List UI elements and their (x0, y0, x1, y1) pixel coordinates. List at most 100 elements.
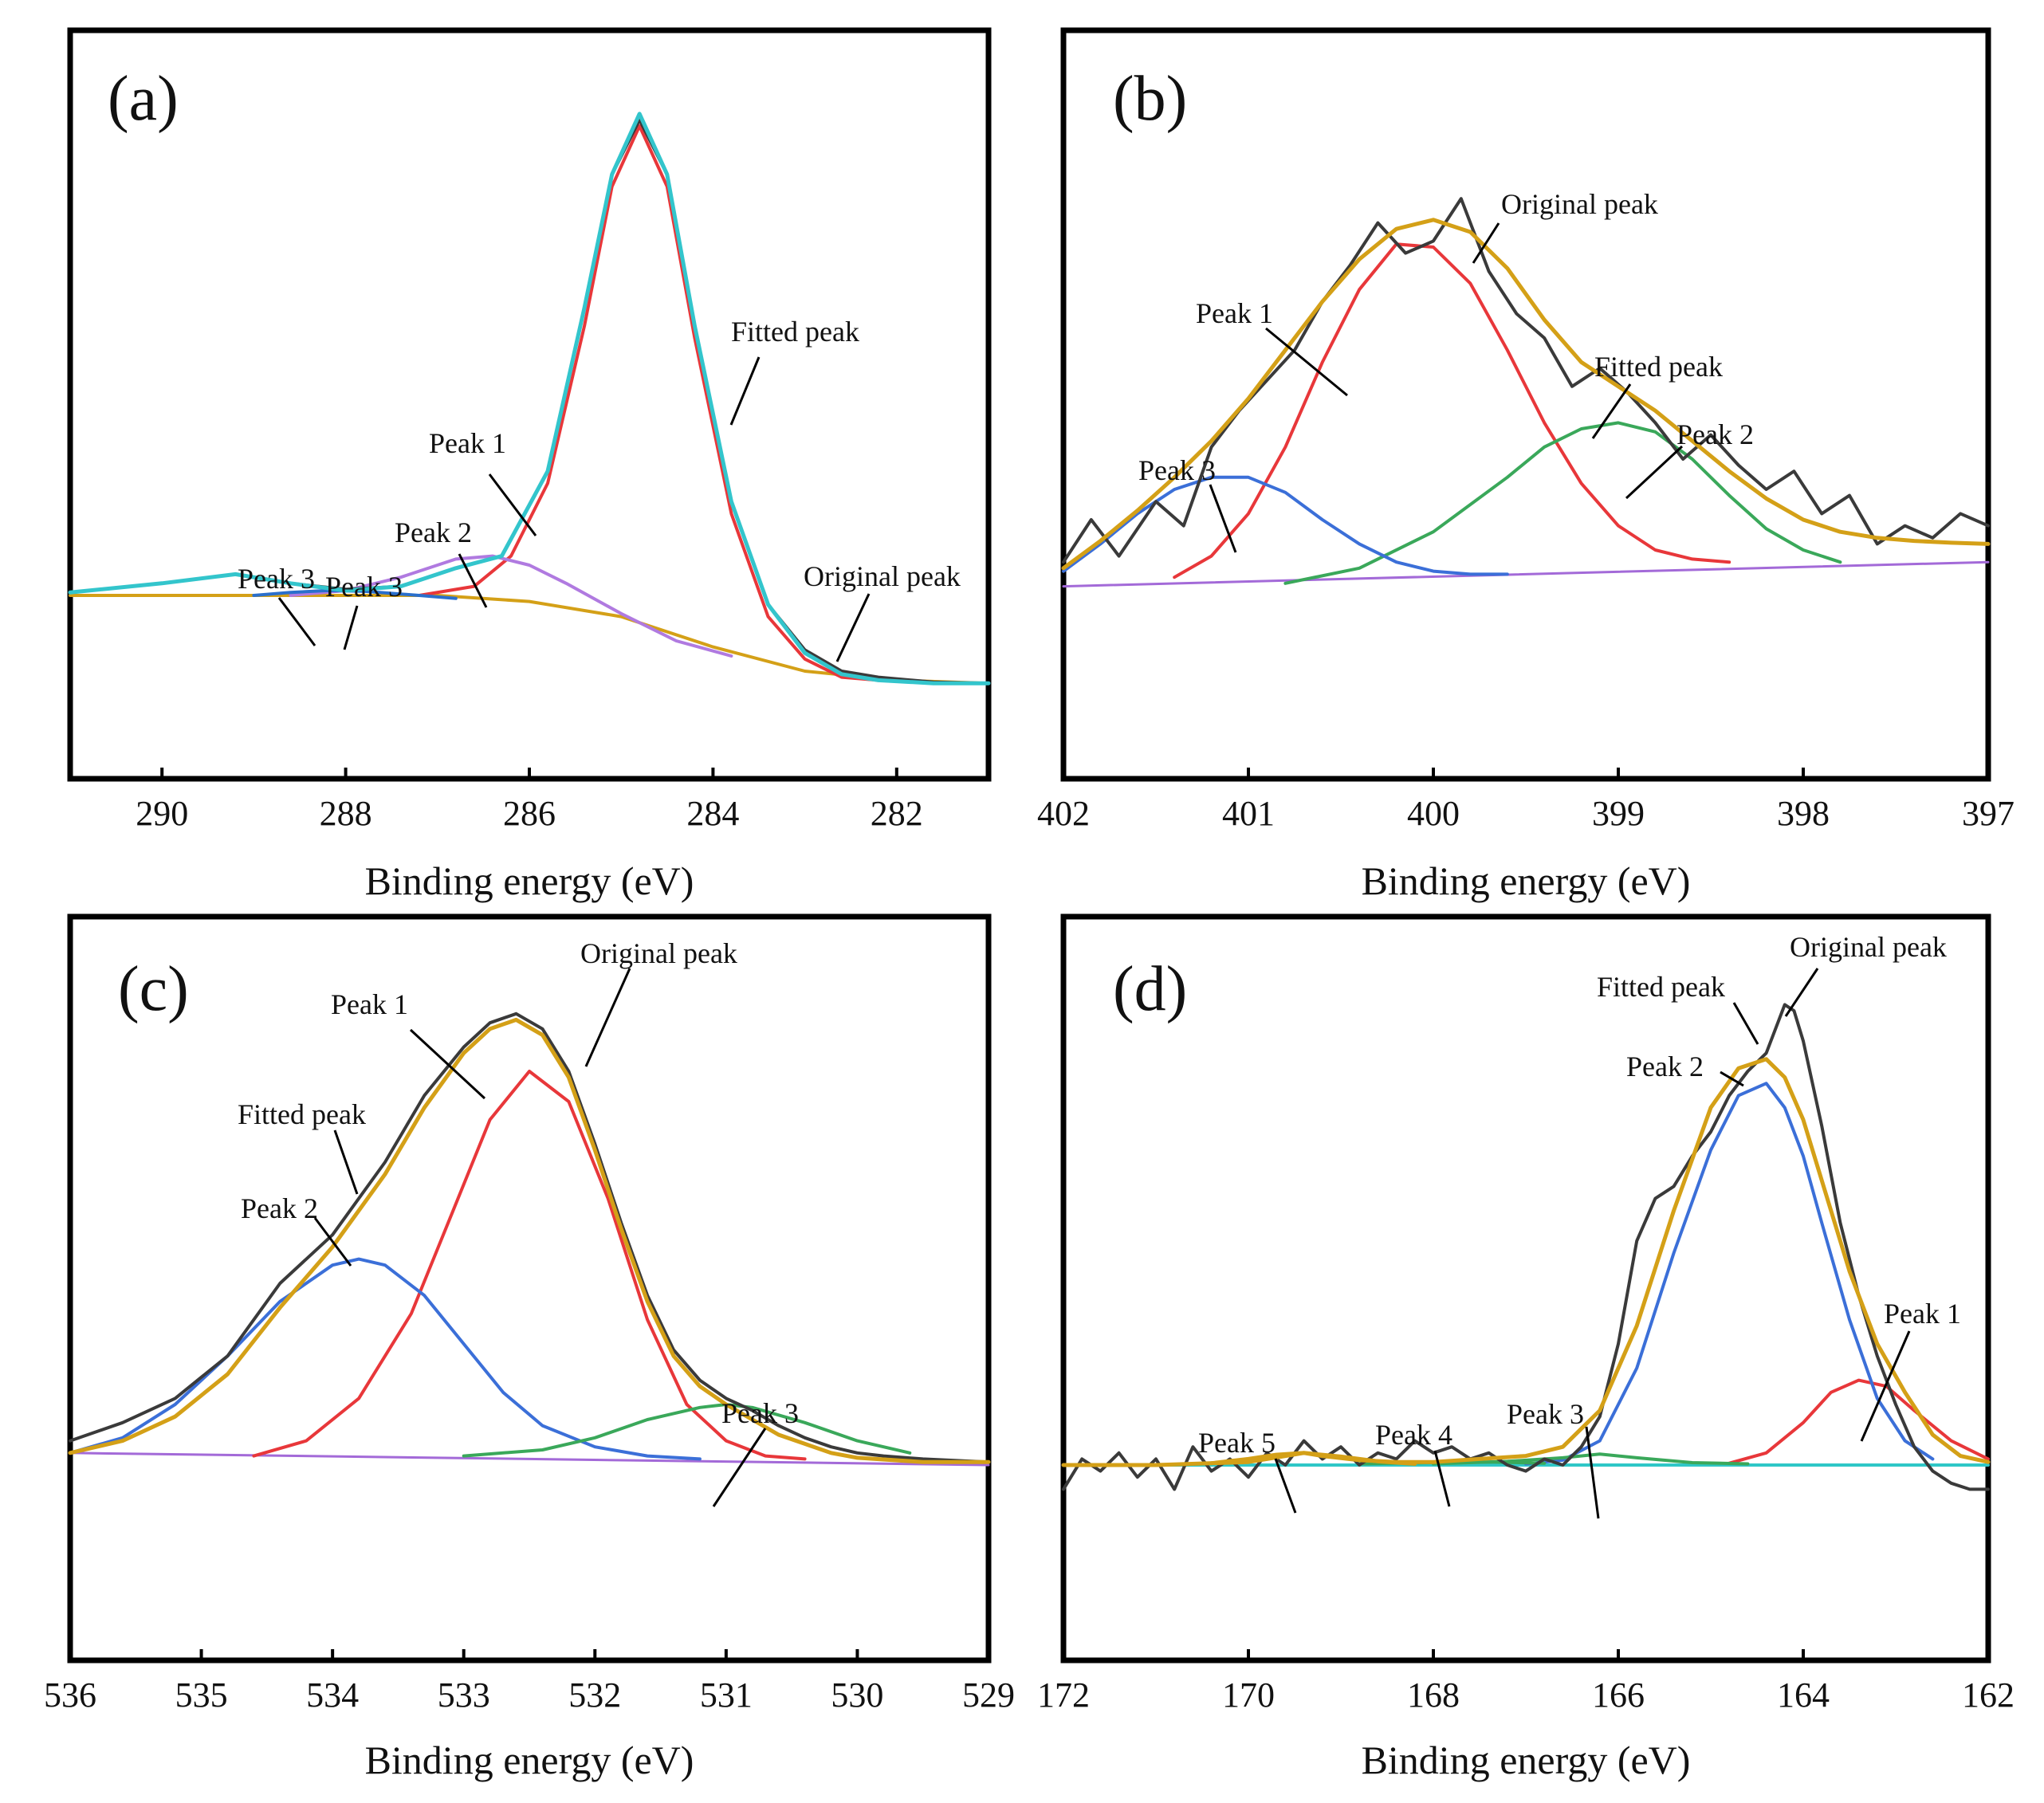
panel-d-curves (1061, 1003, 1991, 1491)
panel-a: 290 288 286 284 282 (a) Binding energy (eV) … (67, 27, 992, 903)
x-tick-label: 284 (686, 794, 739, 833)
annotation-arrow (584, 968, 631, 1067)
series-baseline-line (69, 594, 990, 685)
panel-b: 402 401 400 399 398 397 (b) Binding energy (e… (1037, 27, 2015, 903)
annotation-peak-1: Peak 1 (429, 427, 506, 459)
series-fitted-peak-line (68, 112, 991, 685)
annotation-arrow (1720, 1070, 1744, 1087)
annotation-arrow (1209, 484, 1237, 553)
annotation-arrow (333, 1129, 359, 1195)
series-fitted-peak-line (1061, 218, 1991, 571)
series-peak-2-line (1283, 421, 1842, 585)
panel-c-frame (67, 913, 992, 1664)
annotation-arrow (1860, 1330, 1911, 1442)
panel-a-curves (68, 112, 991, 685)
x-tick-label: 529 (962, 1675, 1015, 1715)
annotation-arrow (729, 356, 761, 426)
series-fitted-peak-line (68, 1017, 991, 1464)
series-peak-2-line (1524, 1082, 1935, 1466)
x-tick-label: 402 (1037, 794, 1090, 833)
series-baseline-line (69, 1451, 990, 1467)
x-tick-label: 398 (1777, 794, 1830, 833)
x-tick-label: 400 (1407, 794, 1460, 833)
series-original-peak-line (69, 1011, 990, 1464)
series-baseline-line (1062, 560, 1990, 588)
x-tick-label: 533 (438, 1675, 490, 1715)
panel-a-xlabel: Binding energy (eV) (365, 858, 694, 903)
series-original-peak-line (1062, 197, 1990, 564)
series-peak-3-line (1062, 475, 1509, 576)
x-tick-label: 534 (306, 1675, 359, 1715)
series-original-peak-line (69, 118, 990, 685)
annotation-original-peak: Original peak (580, 937, 737, 969)
annotation-peak-3-second: Peak 3 (325, 571, 403, 603)
annotation-arrow (1433, 1450, 1451, 1507)
panel-c-curves (68, 1011, 991, 1467)
annotation-arrow (409, 1028, 486, 1100)
panel-b-curves (1061, 197, 1991, 588)
annotation-peak-3: Peak 3 (1138, 454, 1216, 486)
annotation-peak-2: Peak 2 (241, 1192, 318, 1224)
panel-b-xlabel: Binding energy (eV) (1362, 858, 1691, 903)
panel-c-ticks: 536 535 534 533 532 531 530 529 (44, 1649, 1015, 1715)
panel-d-frame (1060, 913, 1991, 1664)
annotation-peak-3: Peak 3 (1507, 1398, 1584, 1430)
annotation-original-peak: Original peak (804, 560, 961, 592)
annotation-peak-1: Peak 1 (1196, 297, 1273, 329)
annotation-peak-5: Peak 5 (1198, 1427, 1276, 1459)
panel-c: 536 535 534 533 532 531 530 529 (c) Binding ene… (44, 913, 1015, 1782)
annotation-arrow (277, 597, 316, 646)
panel-d-label: (d) (1113, 954, 1187, 1024)
annotation-fitted-peak: Fitted peak (238, 1098, 366, 1130)
annotation-original-peak: Original peak (1501, 188, 1658, 220)
panel-d: 172 170 168 166 164 162 (d) Binding energy (e… (1037, 913, 2015, 1782)
annotation-arrow (1784, 968, 1819, 1017)
series-peak-2-line (69, 1257, 702, 1461)
series-peak-5-line (1209, 1451, 1417, 1466)
annotation-fitted-peak: Fitted peak (1594, 351, 1723, 383)
annotation-arrow (1591, 383, 1632, 439)
annotation-peak-2: Peak 2 (395, 517, 472, 548)
panel-d-ticks: 172 170 168 166 164 162 (1037, 1649, 2015, 1715)
panel-d-xlabel: Binding energy (eV) (1362, 1738, 1691, 1782)
annotation-arrow (343, 605, 359, 650)
x-tick-label: 164 (1777, 1675, 1830, 1715)
annotation-arrow (1472, 222, 1500, 264)
annotation-arrow (1274, 1458, 1297, 1514)
annotation-arrow (1625, 445, 1684, 500)
x-tick-label: 286 (503, 794, 556, 833)
annotation-peak-2: Peak 2 (1676, 418, 1754, 450)
x-tick-label: 172 (1037, 1675, 1090, 1715)
annotation-peak-3: Peak 3 (721, 1397, 799, 1429)
panel-b-frame (1060, 27, 1991, 782)
annotation-peak-3: Peak 3 (238, 563, 315, 595)
annotation-arrow (835, 593, 871, 662)
series-peak-3-line (462, 1403, 912, 1458)
annotation-fitted-peak: Fitted peak (1597, 971, 1725, 1003)
series-peak-1-line (252, 1070, 807, 1461)
panel-a-frame (67, 27, 992, 782)
x-tick-label: 531 (700, 1675, 753, 1715)
annotation-arrow (313, 1217, 352, 1267)
x-tick-label: 162 (1962, 1675, 2015, 1715)
panel-b-ticks: 402 401 400 399 398 397 (1037, 768, 2015, 833)
series-peak-2-line (289, 554, 733, 658)
x-tick-label: 399 (1592, 794, 1645, 833)
panel-a-ticks: 290 288 286 284 282 (136, 768, 923, 833)
annotation-arrow (712, 1428, 767, 1507)
panel-a-label: (a) (108, 64, 179, 134)
x-tick-label: 166 (1592, 1675, 1645, 1715)
x-tick-label: 168 (1407, 1675, 1460, 1715)
x-tick-label: 288 (320, 794, 372, 833)
x-tick-label: 401 (1222, 794, 1275, 833)
panel-c-xlabel: Binding energy (eV) (365, 1738, 694, 1782)
annotation-arrow (488, 473, 537, 536)
annotation-peak-4: Peak 4 (1375, 1419, 1452, 1451)
annotation-fitted-peak: Fitted peak (731, 316, 859, 348)
panel-c-label: (c) (118, 954, 189, 1024)
annotation-original-peak: Original peak (1790, 931, 1947, 963)
x-tick-label: 282 (871, 794, 923, 833)
annotation-peak-2: Peak 2 (1626, 1051, 1704, 1082)
x-tick-label: 536 (44, 1675, 96, 1715)
